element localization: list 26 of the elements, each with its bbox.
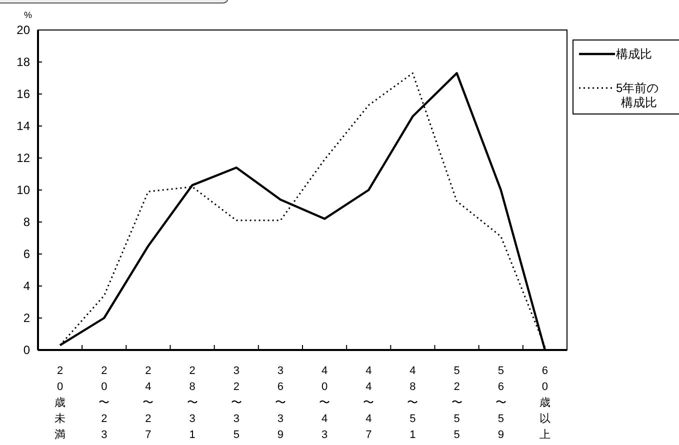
y-tick-label: 4: [23, 279, 30, 294]
x-tick-label: 20〜23: [98, 365, 110, 441]
y-tick-label: 18: [16, 55, 30, 70]
y-axis-title: %: [24, 10, 32, 20]
x-tick-label: 36〜39: [274, 365, 286, 441]
x-tick-label: 48〜51: [407, 365, 418, 441]
x-tick-label: 24〜27: [142, 365, 154, 441]
x-tick-label: 28〜31: [186, 365, 198, 441]
x-tick-label: 60歳以上: [539, 365, 550, 441]
x-tick-label: 40〜43: [319, 365, 330, 441]
y-tick-label: 12: [16, 151, 30, 166]
y-tick-label: 14: [16, 119, 30, 134]
x-tick-label: 52〜55: [451, 365, 462, 441]
legend-label: 構成比: [616, 47, 652, 62]
y-tick-label: 10: [16, 183, 30, 198]
x-tick-label: 56〜59: [495, 365, 506, 441]
y-tick-label: 8: [23, 215, 30, 230]
y-tick-label: 6: [23, 247, 30, 262]
x-tick-label: 44〜47: [363, 365, 374, 441]
legend-label: 5年前の構成比: [616, 81, 659, 110]
x-tick-label: 32〜35: [230, 365, 242, 441]
y-tick-label: 0: [23, 343, 30, 358]
y-tick-label: 16: [16, 87, 30, 102]
y-tick-label: 20: [16, 23, 30, 38]
y-tick-label: 2: [23, 311, 30, 326]
x-tick-label: 20歳未満: [54, 365, 66, 441]
